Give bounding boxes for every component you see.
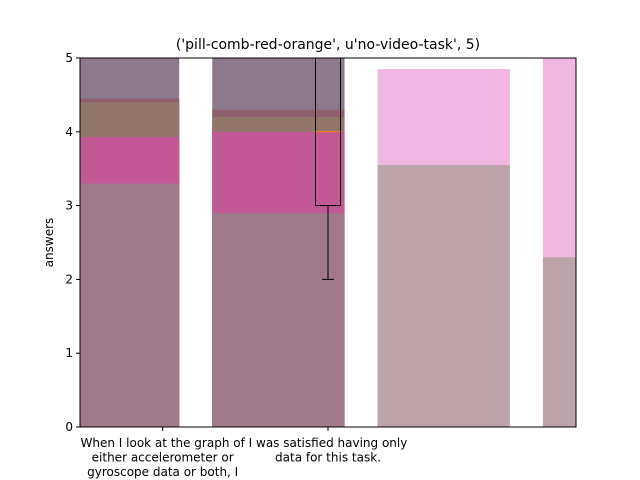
y-axis: 0 1 2 3 4 5: [65, 51, 80, 434]
bar-layer-6-0: [377, 165, 510, 427]
bar-layer-4-1: [212, 212, 345, 427]
y-tick-label: 2: [65, 272, 73, 286]
x-tick-label: I was satisfied having only data for this…: [249, 436, 408, 464]
y-tick-label: 0: [65, 420, 73, 434]
x-tick-label: When I look at the graph of either accele…: [81, 436, 246, 479]
bar-layer-6-1: [542, 257, 576, 427]
plot-area: [80, 57, 576, 427]
y-axis-label: answers: [42, 218, 56, 268]
y-tick-label: 3: [65, 199, 73, 213]
bar-layer-4-0: [80, 183, 180, 427]
x-axis: When I look at the graph of either accele…: [81, 427, 408, 479]
chart-title: ('pill-comb-red-orange', u'no-video-task…: [176, 37, 480, 53]
y-tick-label: 1: [65, 346, 73, 360]
y-tick-label: 5: [65, 51, 73, 65]
y-tick-label: 4: [65, 125, 73, 139]
